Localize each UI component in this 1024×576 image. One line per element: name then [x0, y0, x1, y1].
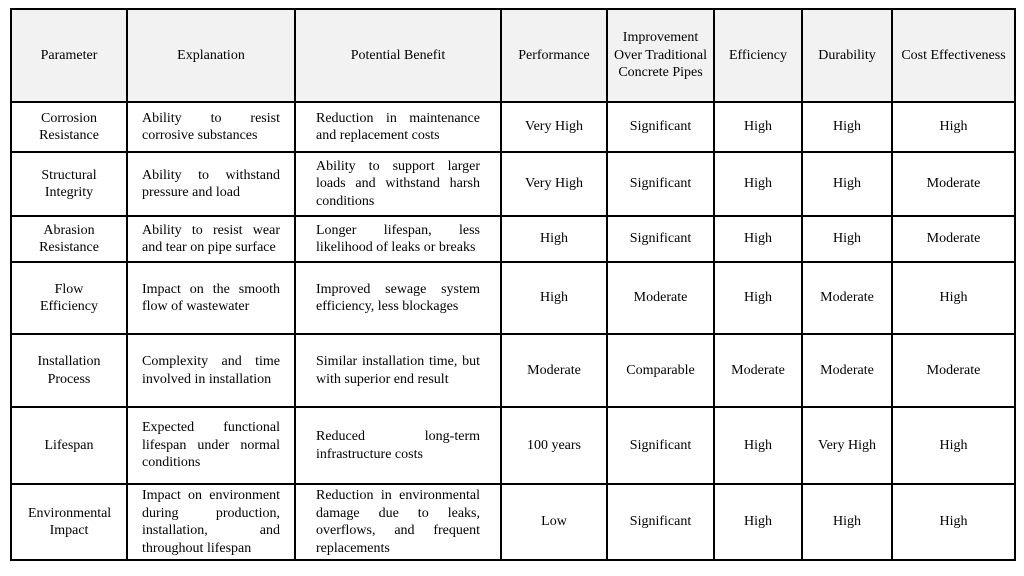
cell-improvement: Significant — [606, 151, 715, 217]
cell-potential-benefit: Reduced long-term infrastructure costs — [294, 406, 502, 485]
table-row-lifespan: Lifespan Expected functional lifespan un… — [10, 406, 1016, 485]
cell-performance: 100 years — [500, 406, 608, 485]
col-header-cost-effectiveness: Cost Effectiveness — [891, 8, 1016, 103]
cell-cost-effectiveness: Moderate — [891, 333, 1016, 408]
cell-performance: Moderate — [500, 333, 608, 408]
cell-durability: High — [801, 101, 893, 153]
cell-parameter: Abrasion Resistance — [10, 215, 128, 263]
cell-efficiency: High — [713, 261, 803, 335]
cell-performance: High — [500, 261, 608, 335]
cell-performance: Very High — [500, 101, 608, 153]
cell-efficiency: Moderate — [713, 333, 803, 408]
cell-durability: High — [801, 483, 893, 561]
cell-parameter: Flow Efficiency — [10, 261, 128, 335]
cell-cost-effectiveness: Moderate — [891, 215, 1016, 263]
col-header-explanation: Explanation — [126, 8, 296, 103]
cell-explanation: Ability to withstand pressure and load — [126, 151, 296, 217]
header-row: Parameter Explanation Potential Benefit … — [10, 8, 1016, 103]
col-header-parameter: Parameter — [10, 8, 128, 103]
cell-parameter: Lifespan — [10, 406, 128, 485]
cell-cost-effectiveness: High — [891, 261, 1016, 335]
table-row-installation-process: Installation Process Complexity and time… — [10, 333, 1016, 408]
cell-performance: Very High — [500, 151, 608, 217]
table-row-abrasion-resistance: Abrasion Resistance Ability to resist we… — [10, 215, 1016, 263]
cell-improvement: Significant — [606, 101, 715, 153]
cell-potential-benefit: Improved sewage system efficiency, less … — [294, 261, 502, 335]
cell-efficiency: High — [713, 406, 803, 485]
cell-improvement: Significant — [606, 406, 715, 485]
cell-parameter: Structural Integrity — [10, 151, 128, 217]
cell-cost-effectiveness: High — [891, 406, 1016, 485]
cell-potential-benefit: Reduction in maintenance and replacement… — [294, 101, 502, 153]
cell-parameter: Installation Process — [10, 333, 128, 408]
cell-durability: Very High — [801, 406, 893, 485]
cell-improvement: Significant — [606, 483, 715, 561]
table-row-corrosion-resistance: Corrosion Resistance Ability to resist c… — [10, 101, 1016, 153]
cell-efficiency: High — [713, 101, 803, 153]
cell-durability: Moderate — [801, 333, 893, 408]
cell-explanation: Impact on environment during production,… — [126, 483, 296, 561]
cell-performance: High — [500, 215, 608, 263]
cell-durability: High — [801, 151, 893, 217]
cell-explanation: Complexity and time involved in installa… — [126, 333, 296, 408]
cell-cost-effectiveness: High — [891, 483, 1016, 561]
cell-efficiency: High — [713, 483, 803, 561]
parameters-comparison-table: Parameter Explanation Potential Benefit … — [10, 8, 1016, 561]
col-header-potential-benefit: Potential Benefit — [294, 8, 502, 103]
cell-durability: High — [801, 215, 893, 263]
cell-parameter: Environmental Impact — [10, 483, 128, 561]
cell-improvement: Significant — [606, 215, 715, 263]
cell-potential-benefit: Ability to support larger loads and with… — [294, 151, 502, 217]
cell-explanation: Expected functional lifespan under norma… — [126, 406, 296, 485]
cell-efficiency: High — [713, 151, 803, 217]
cell-improvement: Moderate — [606, 261, 715, 335]
table-row-structural-integrity: Structural Integrity Ability to withstan… — [10, 151, 1016, 217]
cell-cost-effectiveness: Moderate — [891, 151, 1016, 217]
cell-improvement: Comparable — [606, 333, 715, 408]
col-header-performance: Performance — [500, 8, 608, 103]
cell-explanation: Ability to resist corrosive substances — [126, 101, 296, 153]
col-header-efficiency: Efficiency — [713, 8, 803, 103]
cell-durability: Moderate — [801, 261, 893, 335]
table-row-environmental-impact: Environmental Impact Impact on environme… — [10, 483, 1016, 561]
cell-explanation: Ability to resist wear and tear on pipe … — [126, 215, 296, 263]
col-header-improvement: Improvement Over Traditional Concrete Pi… — [606, 8, 715, 103]
cell-performance: Low — [500, 483, 608, 561]
cell-parameter: Corrosion Resistance — [10, 101, 128, 153]
cell-explanation: Impact on the smooth flow of wastewater — [126, 261, 296, 335]
table-row-flow-efficiency: Flow Efficiency Impact on the smooth flo… — [10, 261, 1016, 335]
cell-cost-effectiveness: High — [891, 101, 1016, 153]
cell-potential-benefit: Reduction in environmental damage due to… — [294, 483, 502, 561]
cell-potential-benefit: Similar installation time, but with supe… — [294, 333, 502, 408]
cell-efficiency: High — [713, 215, 803, 263]
col-header-durability: Durability — [801, 8, 893, 103]
cell-potential-benefit: Longer lifespan, less likelihood of leak… — [294, 215, 502, 263]
